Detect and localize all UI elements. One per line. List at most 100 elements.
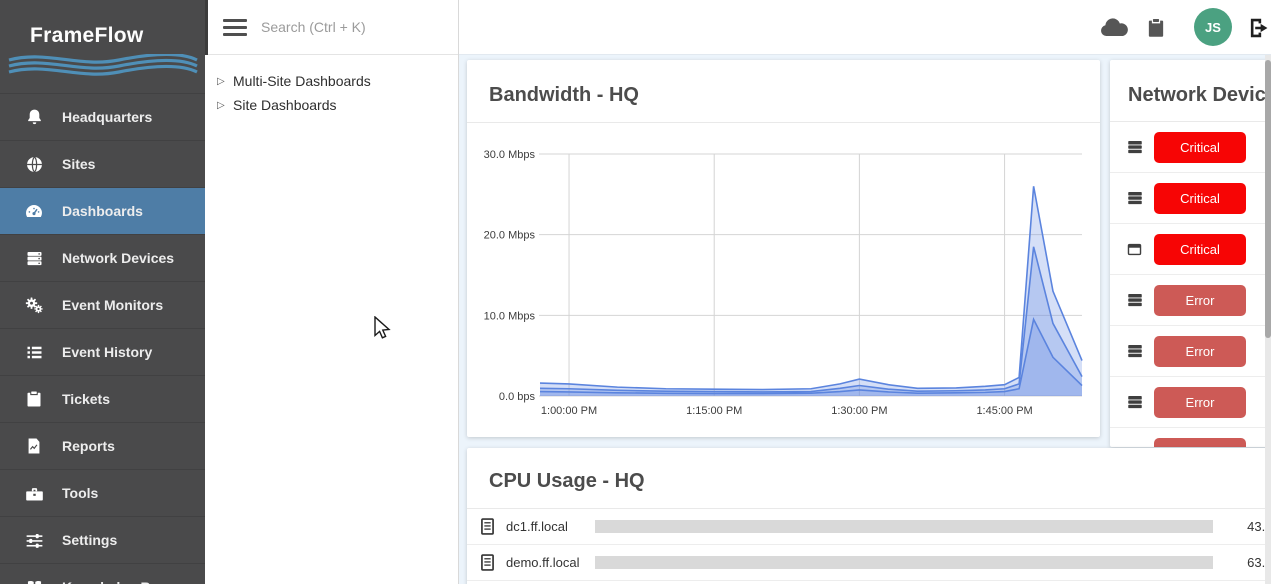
brand-logo: FrameFlow: [0, 0, 205, 93]
sidebar-item-network-devices[interactable]: Network Devices: [0, 234, 205, 281]
caret-right-icon[interactable]: ▷: [217, 99, 225, 111]
device-row[interactable]: Critical dc1: [1110, 173, 1271, 224]
y-axis-label: 20.0 Mbps: [484, 230, 536, 242]
divider: [467, 122, 1100, 123]
clipboard-icon[interactable]: [1143, 0, 1169, 55]
cpu-row[interactable]: demo.ff.local 63.0%: [467, 545, 1271, 581]
x-axis-label: 1:00:00 PM: [541, 405, 597, 417]
sidebar-item-label: Settings: [62, 532, 118, 548]
sidebar-item-reports[interactable]: Reports: [0, 422, 205, 469]
sidebar-item-label: Event History: [62, 344, 153, 360]
sidebar-item-sites[interactable]: Sites: [0, 140, 205, 187]
status-badge[interactable]: Error: [1154, 284, 1246, 316]
book-icon: [22, 575, 46, 584]
status-badge[interactable]: Critical: [1154, 233, 1246, 265]
sidebar-item-label: Sites: [62, 156, 96, 172]
device-row[interactable]: Error 10.: [1110, 326, 1271, 377]
divider: [467, 508, 1271, 509]
device-row[interactable]: Critical n01: [1110, 224, 1271, 275]
toolbox-icon: [22, 481, 46, 505]
y-axis-label: 0.0 bps: [499, 391, 536, 403]
status-badge[interactable]: Critical: [1154, 131, 1246, 163]
cpu-usage-panel: CPU Usage - HQ dc1.ff.local 43.0% demo.f…: [467, 448, 1271, 584]
line-series-bandwidth-total: [539, 186, 1083, 391]
avatar[interactable]: JS: [1194, 8, 1232, 46]
area-series-bandwidth-total: [540, 186, 1082, 396]
scrollbar-thumb[interactable]: [1265, 60, 1271, 338]
area-series-bandwidth-send: [540, 319, 1082, 396]
line-series-bandwidth-receive: [539, 246, 1083, 393]
window-icon: [1126, 241, 1146, 258]
gauge-icon: [22, 199, 46, 223]
server-stack-icon: [1126, 444, 1146, 447]
sidebar-item-event-history[interactable]: Event History: [0, 328, 205, 375]
cpu-row[interactable]: dc1.ff.local 43.0%: [467, 509, 1271, 545]
sidebar-item-headquarters[interactable]: Headquarters: [0, 93, 205, 140]
sidebar-item-tools[interactable]: Tools: [0, 469, 205, 516]
list-icon: [22, 340, 46, 364]
sidebar-item-label: Reports: [62, 438, 115, 454]
panel-title: Network Devices: [1128, 84, 1271, 106]
sidebar-item-knowledge-base[interactable]: Knowledge Base: [0, 563, 205, 584]
bandwidth-chart[interactable]: 30.0 Mbps 20.0 Mbps 10.0 Mbps 0.0 bps 1:00:0…: [467, 140, 1100, 430]
sidebar-item-label: Dashboards: [62, 203, 143, 219]
y-axis-label: 30.0 Mbps: [484, 149, 536, 161]
sidebar-item-label: Tickets: [62, 391, 110, 407]
sidebar-item-dashboards[interactable]: Dashboards: [0, 187, 205, 234]
panel-edge-shadow: [205, 0, 208, 55]
panel-title: CPU Usage - HQ: [489, 470, 645, 492]
host-name: demo.ff.local: [506, 555, 580, 570]
sign-out-icon[interactable]: [1245, 0, 1271, 55]
area-series-bandwidth-receive: [540, 246, 1082, 396]
device-row[interactable]: Error vm: [1110, 377, 1271, 428]
device-row[interactable]: Error: [1110, 428, 1271, 447]
sidebar-item-settings[interactable]: Settings: [0, 516, 205, 563]
report-icon: [22, 434, 46, 458]
sidebar-item-label: Headquarters: [62, 109, 153, 125]
search-input[interactable]: Search (Ctrl + K): [261, 19, 366, 35]
gears-icon: [22, 293, 46, 317]
tree-item-site-dashboards[interactable]: ▷ Site Dashboards: [205, 93, 458, 117]
line-series-bandwidth-send: [539, 316, 1083, 395]
host-name: dc1.ff.local: [506, 519, 568, 534]
sidebar-item-label: Network Devices: [62, 250, 175, 266]
cpu-bar-track: [595, 556, 1213, 569]
sidebar: FrameFlow Headquarters Sites Dashboards: [0, 0, 205, 584]
tree-item-multi-site-dashboards[interactable]: ▷ Multi-Site Dashboards: [205, 69, 458, 93]
dashboard-tree: ▷ Multi-Site Dashboards ▷ Site Dashboard…: [205, 55, 458, 117]
device-row[interactable]: Error W1: [1110, 275, 1271, 326]
tree-item-label: Multi-Site Dashboards: [233, 73, 371, 89]
network-devices-panel: Network Devices Critical bra Critical dc…: [1110, 60, 1271, 447]
logo-waves-icon: [8, 54, 198, 76]
cpu-bar-track: [595, 520, 1213, 533]
menu-toggle-icon[interactable]: [223, 18, 247, 36]
bell-icon: [22, 105, 46, 129]
x-axis-label: 1:45:00 PM: [976, 405, 1032, 417]
sidebar-item-event-monitors[interactable]: Event Monitors: [0, 281, 205, 328]
cloud-icon[interactable]: [1097, 0, 1131, 55]
server-stack-icon: [1126, 291, 1146, 309]
sidebar-item-label: Tools: [62, 485, 99, 501]
device-row[interactable]: Critical bra: [1110, 122, 1271, 173]
divider: [1110, 121, 1271, 122]
dashboard-tree-panel: Search (Ctrl + K) ▷ Multi-Site Dashboard…: [205, 0, 459, 584]
vertical-scrollbar[interactable]: [1265, 55, 1271, 584]
server-stack-icon: [1126, 342, 1146, 360]
server-stack-icon: [1126, 138, 1146, 156]
server-icon: [481, 554, 497, 571]
server-icon: [481, 518, 497, 535]
status-badge[interactable]: Critical: [1154, 182, 1246, 214]
status-badge[interactable]: Error: [1154, 437, 1246, 447]
clipboard-icon: [22, 387, 46, 411]
globe-icon: [22, 152, 46, 176]
caret-right-icon[interactable]: ▷: [217, 75, 225, 87]
server-stack-icon: [1126, 189, 1146, 207]
bandwidth-panel: Bandwidth - HQ 30.0 Mbps 20.0 Mbps 10.0 Mb…: [467, 60, 1100, 437]
status-badge[interactable]: Error: [1154, 335, 1246, 367]
status-badge[interactable]: Error: [1154, 386, 1246, 418]
sliders-icon: [22, 528, 46, 552]
server-stack-icon: [1126, 393, 1146, 411]
sidebar-item-tickets[interactable]: Tickets: [0, 375, 205, 422]
brand-name: FrameFlow: [30, 24, 144, 47]
server-stack-icon: [22, 246, 46, 270]
